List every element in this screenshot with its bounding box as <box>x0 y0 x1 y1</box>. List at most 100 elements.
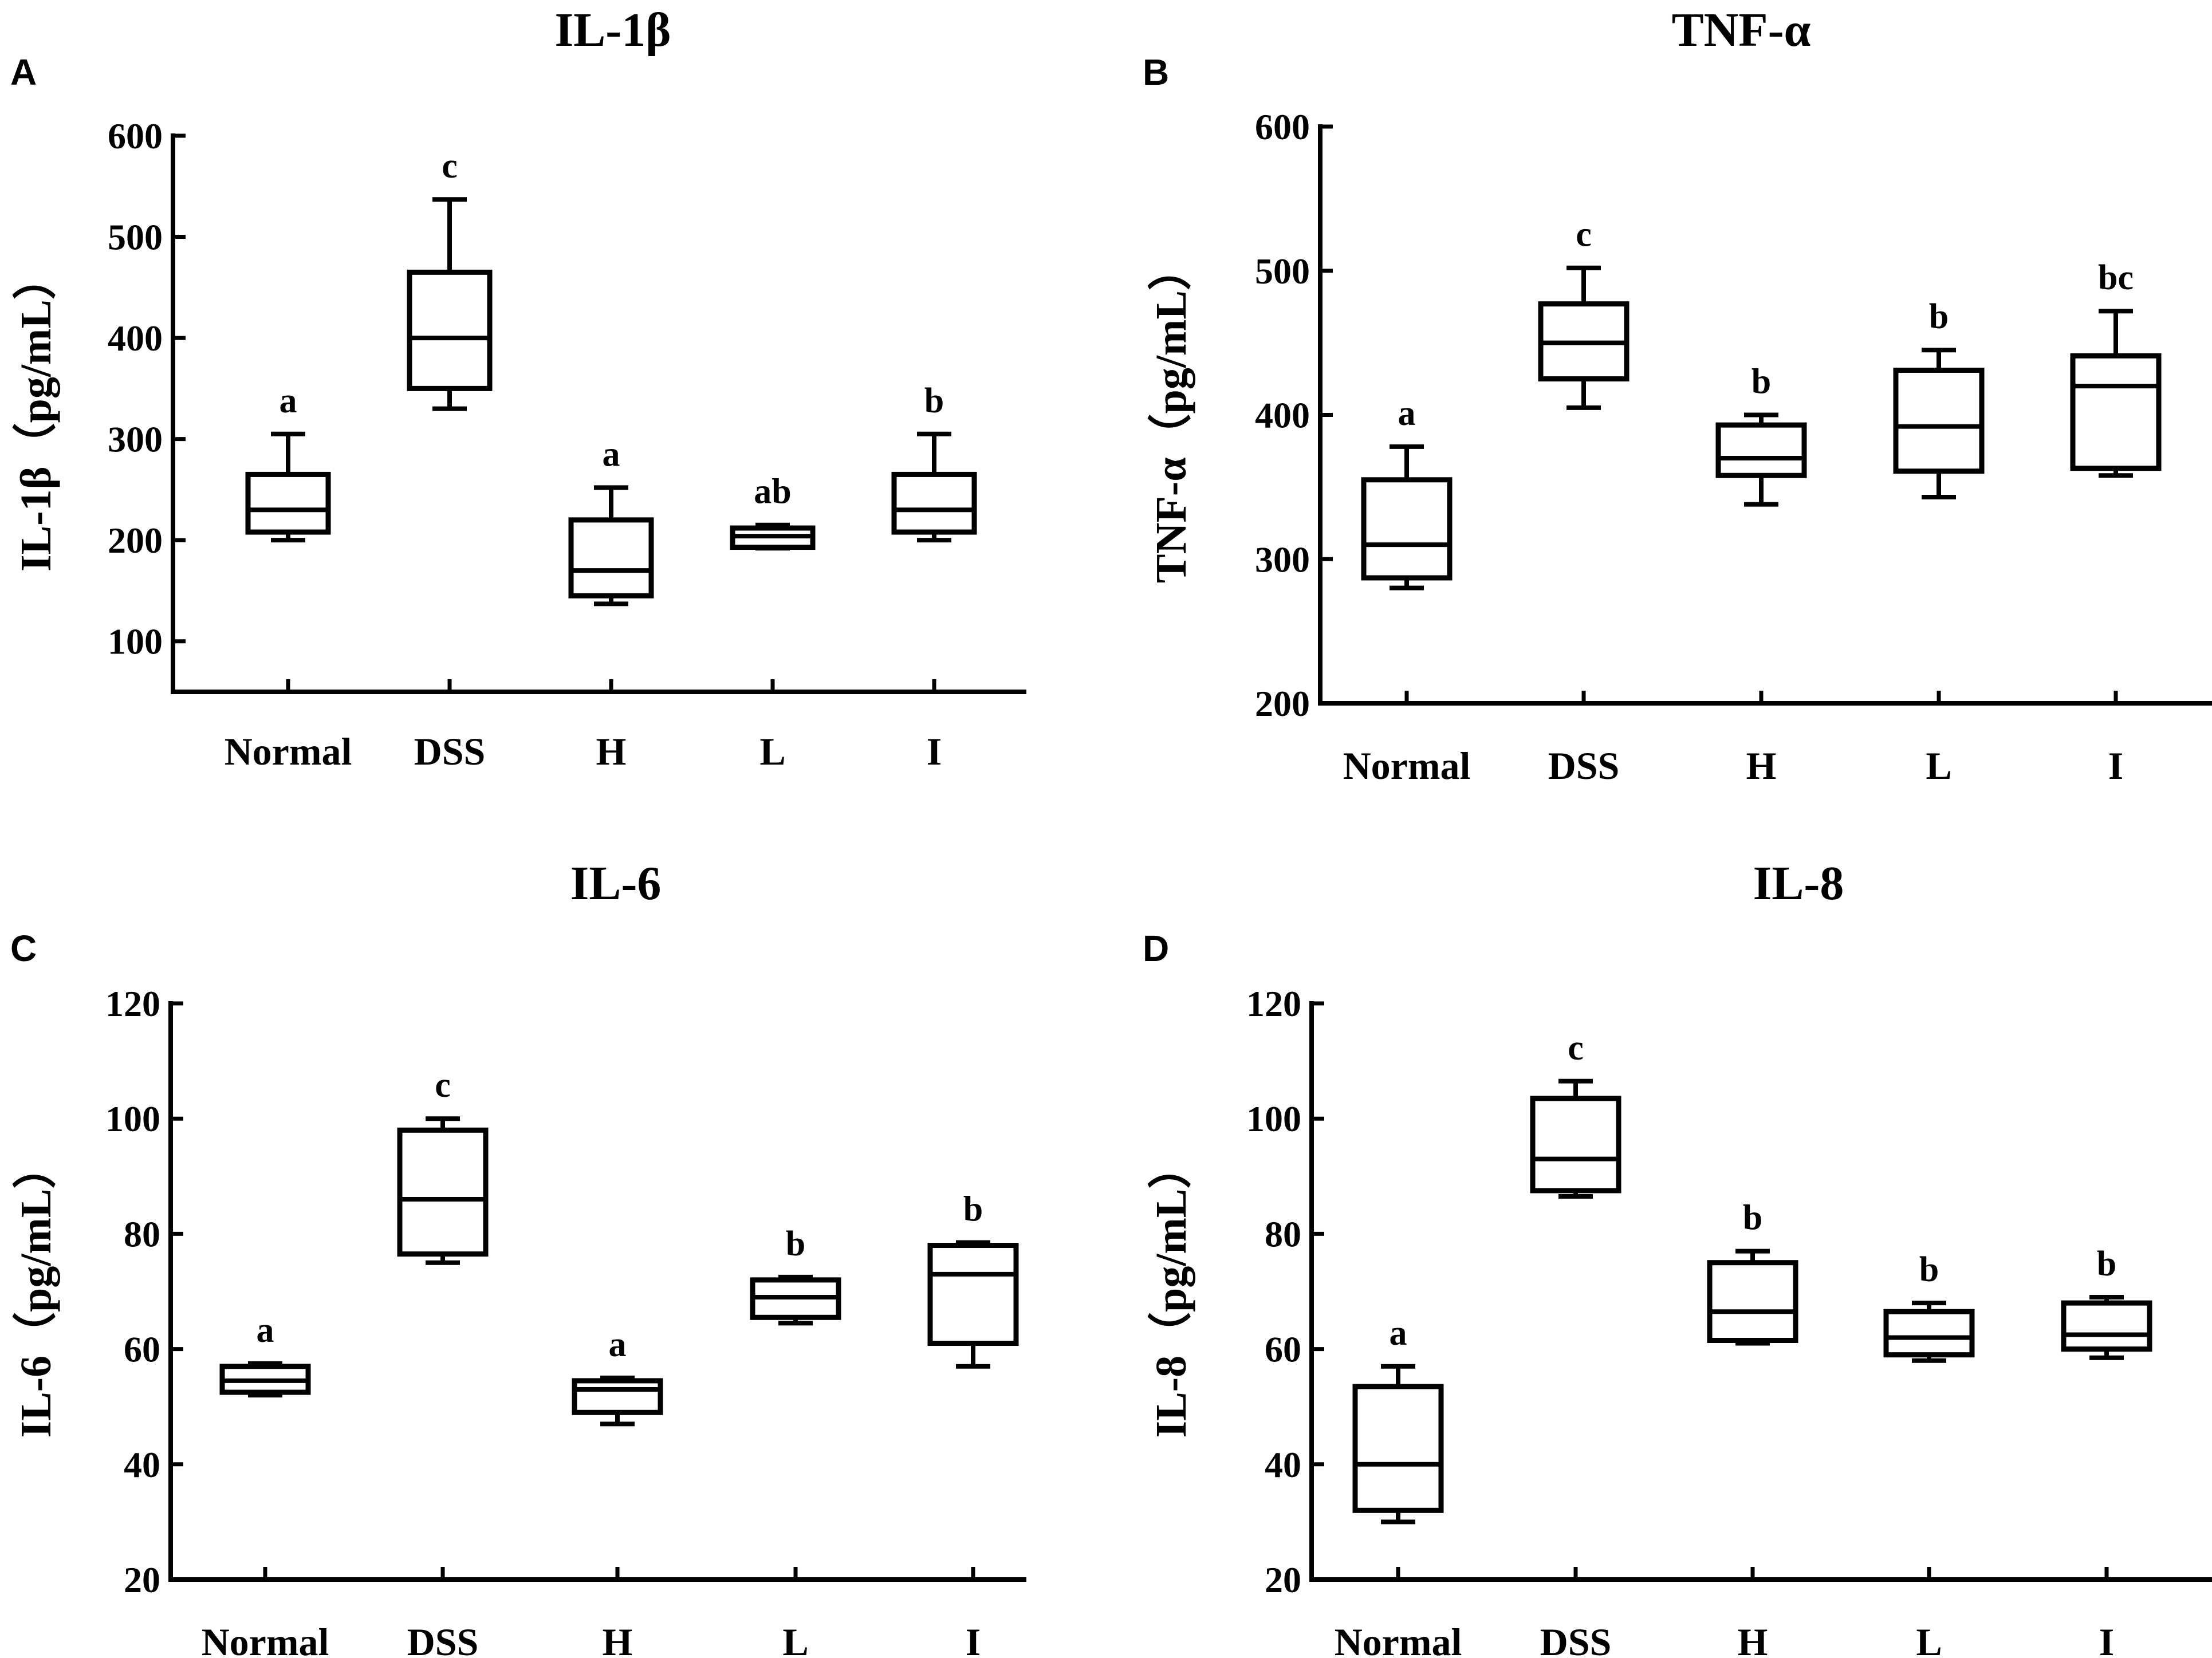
y-tick-label: 500 <box>108 217 163 258</box>
x-tick-label: I <box>966 1620 981 1658</box>
y-tick-label: 40 <box>124 1444 160 1485</box>
x-tick-label: L <box>782 1620 808 1658</box>
y-tick-label: 600 <box>1255 107 1310 147</box>
significance-label: bc <box>2098 258 2134 297</box>
y-tick-label: 120 <box>1246 983 1301 1024</box>
box-plot: ab <box>730 472 816 551</box>
iqr-box <box>1361 477 1453 581</box>
y-tick-label: 120 <box>105 983 160 1024</box>
significance-label: b <box>963 1190 983 1228</box>
y-axis-label: IL-8（pg/mL） <box>1147 1145 1195 1438</box>
significance-label: a <box>609 1325 627 1364</box>
x-tick-label: DSS <box>1540 1620 1612 1658</box>
box-plot: c <box>1530 1029 1621 1199</box>
y-tick-label: 300 <box>108 419 163 460</box>
significance-label: a <box>603 435 620 474</box>
chart-title: IL-8 <box>1753 857 1844 910</box>
x-tick-label: L <box>1916 1620 1942 1658</box>
panel-C: C IL-6 20 40 60 80 100 120 IL-6（pg/mL） Normal a DSS… <box>10 857 1026 1658</box>
x-tick-label: I <box>927 730 942 773</box>
significance-label: b <box>1743 1199 1762 1238</box>
iqr-box <box>1883 1309 1975 1358</box>
significance-label: a <box>1398 394 1416 433</box>
box-plot: b <box>1893 297 1985 499</box>
box-plot: c <box>397 1066 489 1265</box>
y-tick-label: 500 <box>1255 251 1310 292</box>
box-plot: b <box>891 381 977 543</box>
x-tick-label: DSS <box>1548 744 1620 787</box>
box-plot: b <box>1707 1199 1798 1346</box>
significance-label: a <box>257 1311 274 1350</box>
significance-label: b <box>786 1224 805 1263</box>
significance-label: b <box>1752 363 1771 401</box>
box-plot: b <box>927 1190 1019 1369</box>
chart-title: IL-6 <box>570 857 662 910</box>
significance-label: b <box>1929 297 1949 336</box>
y-tick-label: 300 <box>1255 539 1310 580</box>
panel-A: A IL-1β 100 200 300 400 500 600 IL-1β（pg/mL） Norm… <box>10 3 1026 773</box>
y-tick-label: 400 <box>1255 395 1310 436</box>
box-plot: a <box>572 1325 663 1427</box>
box-plot: b <box>1883 1250 1975 1363</box>
iqr-box <box>1715 422 1807 478</box>
x-tick-label: DSS <box>407 1620 479 1658</box>
box-plot: a <box>245 381 331 543</box>
box-plot: a <box>219 1311 311 1398</box>
x-tick-label: L <box>759 730 785 773</box>
y-tick-label: 200 <box>1255 683 1310 724</box>
x-tick-label: Normal <box>202 1620 329 1658</box>
x-tick-label: H <box>1738 1620 1768 1658</box>
y-axis-label: TNF-α（pg/mL） <box>1147 247 1195 583</box>
iqr-box <box>1352 1384 1444 1513</box>
box-plot: c <box>1538 215 1630 410</box>
y-axis-label: IL-6（pg/mL） <box>12 1145 60 1438</box>
y-tick-label: 60 <box>1265 1329 1301 1370</box>
significance-label: c <box>1576 215 1592 254</box>
box-plot: c <box>407 147 493 411</box>
y-tick-label: 20 <box>124 1559 160 1600</box>
panel-letter: C <box>10 928 37 969</box>
panel-letter: A <box>10 52 37 93</box>
significance-label: a <box>280 381 297 420</box>
chart-title: TNF-α <box>1672 3 1811 57</box>
iqr-box <box>572 1378 663 1415</box>
panel-letter: B <box>1143 52 1169 93</box>
y-tick-label: 80 <box>1265 1214 1301 1254</box>
y-axis-label: IL-1β（pg/mL） <box>12 256 60 572</box>
x-tick-label: H <box>603 1620 633 1658</box>
chart-title: IL-1β <box>555 3 671 57</box>
iqr-box <box>397 1127 489 1257</box>
box-plot: b <box>1715 363 1807 507</box>
significance-label: b <box>924 381 944 420</box>
y-tick-label: 600 <box>108 116 163 156</box>
y-tick-label: 200 <box>108 520 163 561</box>
box-plot: a <box>568 435 654 607</box>
y-tick-label: 40 <box>1265 1444 1301 1485</box>
iqr-box <box>891 471 977 535</box>
significance-label: a <box>1390 1314 1407 1353</box>
iqr-box <box>245 471 331 535</box>
x-tick-label: Normal <box>1343 744 1471 787</box>
x-tick-label: L <box>1926 744 1951 787</box>
panel-D: D IL-8 20 40 60 80 100 120 IL-8（pg/mL） Normal a DSS… <box>1143 857 2212 1658</box>
panel-letter: D <box>1143 928 1169 969</box>
x-tick-label: Normal <box>1335 1620 1462 1658</box>
iqr-box <box>2070 353 2162 471</box>
x-tick-label: I <box>2099 1620 2114 1658</box>
y-tick-label: 60 <box>124 1329 160 1370</box>
x-tick-label: DSS <box>414 730 486 773</box>
iqr-box <box>2061 1300 2152 1352</box>
box-plot: bc <box>2070 258 2162 478</box>
box-plot: a <box>1361 394 1453 590</box>
x-tick-label: Normal <box>225 730 352 773</box>
y-tick-label: 20 <box>1265 1559 1301 1600</box>
box-plot: b <box>2061 1245 2152 1360</box>
iqr-box <box>1707 1260 1798 1344</box>
x-tick-label: I <box>2108 744 2123 787</box>
iqr-box <box>568 517 654 598</box>
y-tick-label: 400 <box>108 318 163 359</box>
box-plot: b <box>750 1224 841 1326</box>
iqr-box <box>407 269 493 391</box>
significance-label: ab <box>754 472 791 511</box>
